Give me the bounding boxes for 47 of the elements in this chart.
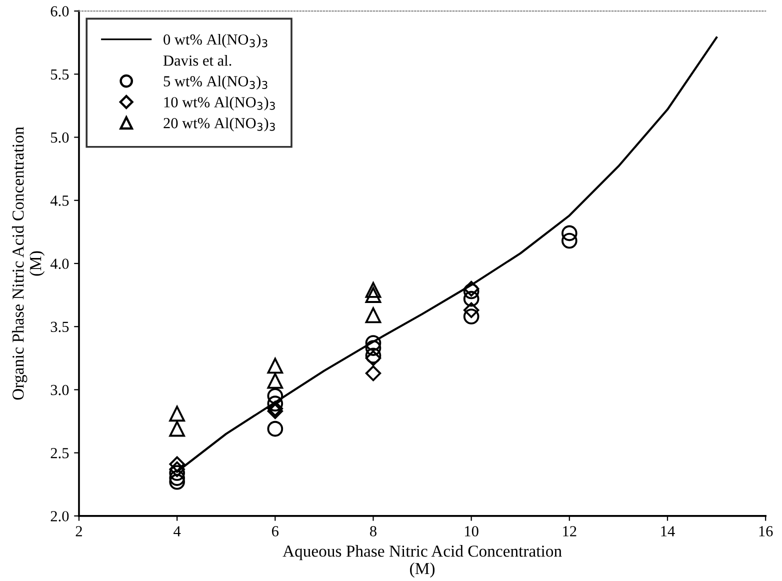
legend-label: 0 wt% Al(NO$_{3}$)$_{3}$ [164,34,268,48]
point [463,290,480,307]
point [365,287,382,303]
point [365,282,382,298]
y-tick-label: 2.0 [50,511,69,522]
point [267,358,284,374]
point [561,225,578,242]
point [169,456,185,472]
point [365,365,382,382]
x-tick-label: 6 [272,526,279,536]
point [169,406,185,422]
y-tick-label: 6.0 [50,6,69,17]
y-tick-label: 5.5 [51,69,69,80]
point [169,474,185,490]
legend-label: 20 wt% Al(NO$_{3}$)$_{3}$ [164,118,275,132]
y-tick-label: 2.5 [50,448,69,458]
y-tick-label: 3.0 [50,384,69,396]
point [169,465,185,481]
point [169,420,185,437]
annotation: Davis et al. [163,54,232,66]
y-axis-title: Organic Phase Nitric Acid Concentration (M) [12,126,45,400]
point [561,232,578,249]
y-tick-label: 3.5 [50,322,69,332]
point [169,470,185,486]
point [365,335,382,351]
x-tick-label: 14 [661,526,675,536]
point [267,420,284,437]
x-tick-label: 8 [370,526,376,536]
point [267,372,284,389]
legend-label: 5 wt% Al(NO$_{3}$)$_{3}$ [164,76,268,90]
x-tick-label: 12 [563,526,576,536]
y-tick-label: 4.0 [50,258,69,269]
x-tick-label: 4 [174,526,181,536]
legend-label: 10 wt% Al(NO$_{3}$)$_{3}$ [164,96,275,110]
x-tick-label: 2 [76,526,82,536]
point [365,307,382,324]
point [267,396,284,412]
point [267,388,284,404]
x-tick-label: 10 [465,526,478,536]
point [463,302,480,318]
y-tick-label: 4.5 [50,196,69,206]
x-axis-title: Aqueous Phase Nitric Acid Concentration (M) [282,545,562,578]
point [267,403,283,420]
point [463,308,480,324]
x-tick-label: 16 [759,526,773,536]
point [365,340,382,356]
y-tick-label: 5.0 [51,132,69,143]
